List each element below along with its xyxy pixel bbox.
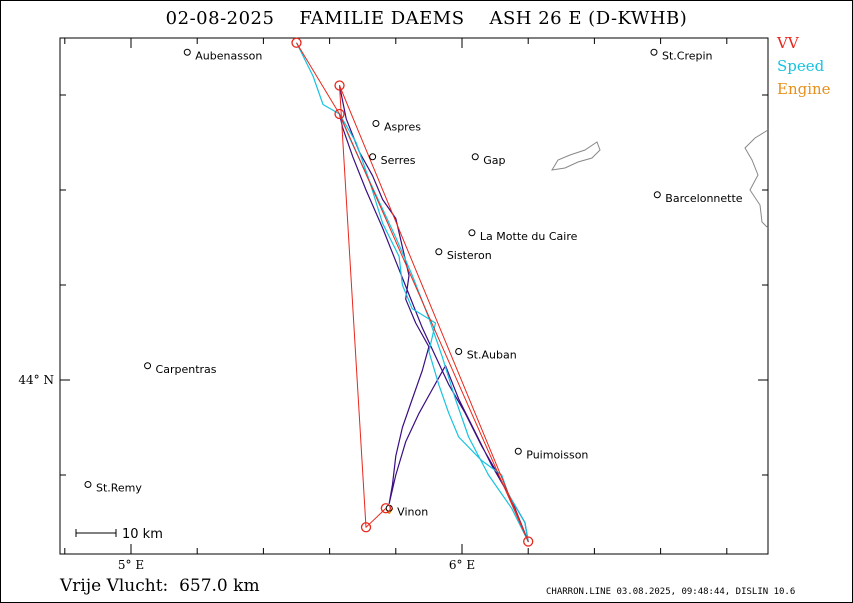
turnpoint-marker [380, 503, 392, 514]
city-marker [144, 362, 152, 370]
city-marker [514, 447, 522, 455]
x-tick-label: 5° E [118, 558, 144, 572]
border-outline [744, 129, 769, 229]
city-marker [455, 348, 463, 355]
lake-outline [551, 141, 601, 171]
city-marker [650, 48, 658, 56]
flight-track-purple [338, 85, 529, 543]
axis-tick-labels: 5° E 6° E 44° N [18, 373, 475, 572]
turnpoint-marker [291, 37, 302, 48]
city-label: Aspres [384, 121, 421, 134]
map-border [59, 37, 769, 555]
footer-info: CHARRON.LINE 03.08.2025, 09:48:44, DISLI… [546, 587, 796, 597]
city-label: Aubenasson [195, 49, 262, 62]
turnpoint-marker [523, 536, 534, 547]
map-title: 02-08-2025 FAMILIE DAEMS ASH 26 E (D-KWH… [165, 8, 688, 29]
legend-engine: Engine [777, 80, 831, 98]
city-label: Puimoisson [526, 448, 588, 461]
y-tick-label: 44° N [18, 373, 54, 387]
city-label: La Motte du Caire [480, 230, 578, 243]
legend-speed: Speed [777, 57, 825, 75]
turnpoint-marker [334, 108, 345, 120]
city-marker [468, 229, 476, 237]
city-label: Sisteron [447, 249, 492, 262]
city-marker [435, 248, 443, 256]
city-marker [653, 191, 661, 199]
city-markers: Aubenasson St.Crepin Aspres Serres Gap Barcel… [84, 48, 743, 518]
city-marker [84, 481, 92, 488]
city-marker [372, 120, 380, 127]
city-label: Barcelonnette [665, 192, 743, 205]
turnpoint-marker [360, 522, 372, 533]
city-marker [471, 153, 479, 161]
scale-bar-label: 10 km [122, 527, 163, 542]
city-label: St.Remy [96, 482, 142, 495]
turnpoint-markers [291, 37, 534, 547]
city-label: Gap [483, 154, 505, 167]
x-tick-label: 6° E [449, 558, 475, 572]
city-label: Carpentras [156, 363, 217, 376]
city-label: St.Auban [467, 349, 517, 362]
city-label: Vinon [397, 505, 428, 518]
city-marker [183, 48, 191, 56]
city-label: St.Crepin [662, 49, 713, 62]
free-flight-distance: Vrije Vlucht: 657.0 km [60, 576, 260, 596]
legend-vv: VV [777, 34, 799, 52]
flight-tracks [295, 42, 529, 543]
turnpoint-marker [334, 80, 345, 91]
scale-bar: 10 km [75, 527, 163, 542]
city-label: Serres [381, 154, 416, 167]
city-marker [369, 153, 377, 161]
axis-ticks [60, 38, 768, 554]
